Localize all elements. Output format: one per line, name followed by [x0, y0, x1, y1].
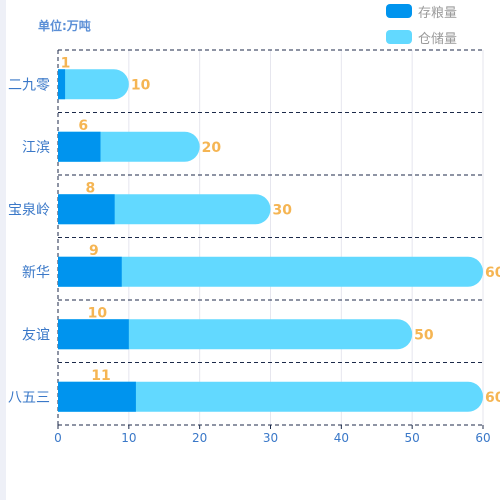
x-axis-tick-label: 30: [263, 431, 278, 445]
category-label: 江滨: [22, 140, 50, 156]
stock-bar: [58, 194, 115, 225]
stock-bar: [58, 256, 122, 287]
x-axis-tick-label: 50: [405, 431, 420, 445]
stock-value-label: 10: [88, 305, 108, 321]
legend-swatch-capacity: [386, 30, 412, 44]
stock-value-label: 8: [85, 180, 95, 196]
capacity-value-label: 30: [273, 202, 293, 218]
category-label: 二九零: [8, 77, 50, 93]
stock-bar: [58, 69, 66, 100]
capacity-value-label: 20: [202, 140, 222, 156]
x-axis-tick-label: 10: [121, 431, 136, 445]
legend-swatch-stock: [386, 4, 412, 18]
capacity-bar: [58, 381, 483, 412]
left-edge-strip: [0, 0, 6, 500]
x-axis-tick-label: 60: [475, 431, 490, 445]
chart-legend: 存粮量 仓储量: [386, 3, 457, 55]
stock-value-label: 11: [91, 368, 110, 384]
stock-value-label: 9: [89, 243, 99, 259]
category-label: 宝泉岭: [8, 201, 50, 218]
capacity-value-label: 50: [414, 327, 434, 343]
category-label: 友谊: [22, 327, 50, 343]
capacity-bar: [58, 256, 483, 287]
legend-item-stock[interactable]: 存粮量: [386, 3, 458, 21]
capacity-bar: [58, 69, 129, 100]
x-axis-tick-label: 40: [334, 431, 349, 445]
unit-label: 单位:万吨: [38, 19, 91, 33]
capacity-bar: [58, 319, 413, 350]
legend-label-stock: 存粮量: [418, 5, 458, 21]
category-label: 八五三: [8, 390, 50, 406]
stock-bar: [58, 131, 101, 162]
legend-item-capacity[interactable]: 仓储量: [386, 29, 458, 47]
stock-bar: [58, 381, 136, 412]
stock-value-label: 1: [61, 55, 71, 71]
category-label: 新华: [22, 265, 50, 281]
x-axis-tick-label: 20: [192, 431, 207, 445]
legend-label-capacity: 仓储量: [418, 31, 458, 47]
capacity-value-label: 10: [131, 77, 151, 93]
x-axis-tick-label: 0: [54, 431, 62, 445]
stock-value-label: 6: [78, 118, 88, 134]
stock-bar: [58, 319, 129, 350]
capacity-value-label: 60: [485, 390, 500, 406]
capacity-value-label: 60: [485, 265, 500, 281]
